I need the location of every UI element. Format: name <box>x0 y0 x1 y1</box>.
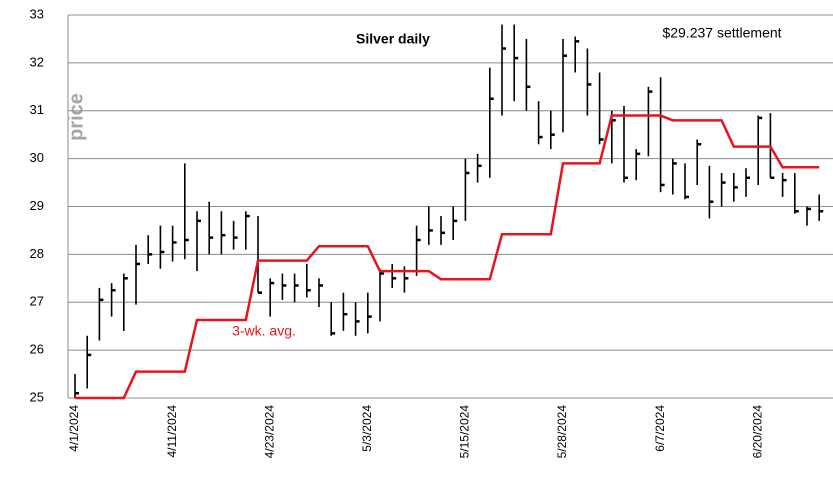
x-tick-label: 6/7/2024 <box>653 405 667 452</box>
y-tick-label: 28 <box>30 246 44 261</box>
series-label: 3-wk. avg. <box>232 323 296 339</box>
x-tick-label: 5/28/2024 <box>555 405 569 459</box>
y-tick-label: 30 <box>30 150 44 165</box>
chart-title: Silver daily <box>356 31 430 47</box>
x-tick-label: 4/1/2024 <box>67 405 81 452</box>
x-tick-label: 5/15/2024 <box>458 405 472 459</box>
x-tick-label: 4/23/2024 <box>262 405 276 459</box>
x-tick-label: 5/3/2024 <box>360 405 374 452</box>
y-tick-label: 27 <box>30 294 44 309</box>
avg-line <box>75 114 820 400</box>
y-tick-label: 31 <box>30 102 44 117</box>
y-tick-label: 29 <box>30 198 44 213</box>
y-tick-label: 26 <box>30 342 44 357</box>
y-tick-label: 32 <box>30 54 44 69</box>
y-tick-label: 25 <box>30 389 44 404</box>
y-axis-label: price <box>65 93 87 141</box>
x-tick-label: 6/20/2024 <box>750 405 764 459</box>
annotation: $29.237 settlement <box>662 25 781 41</box>
x-tick-label: 4/11/2024 <box>165 405 179 458</box>
y-tick-label: 33 <box>30 6 44 21</box>
